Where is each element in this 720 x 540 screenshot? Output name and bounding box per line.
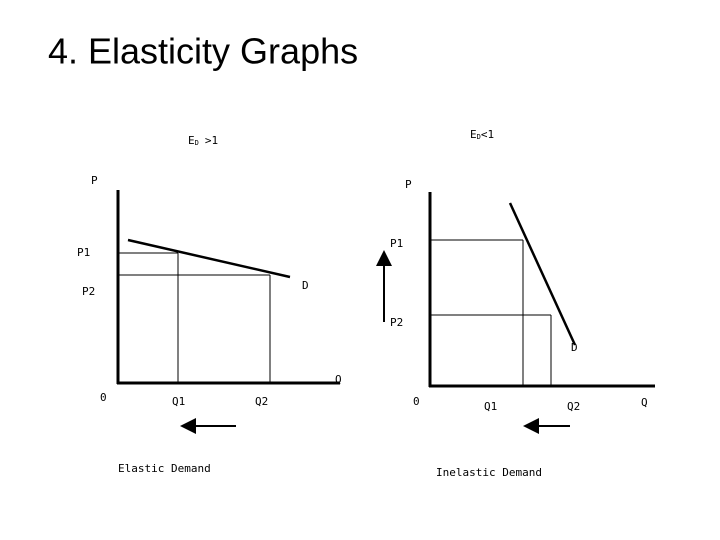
label: Q2 xyxy=(255,395,268,408)
label: P xyxy=(405,178,412,191)
label: P1 xyxy=(390,237,403,250)
caption: Inelastic Demand xyxy=(436,466,542,479)
label: D xyxy=(302,279,309,292)
label: Q xyxy=(641,396,648,409)
label: P2 xyxy=(390,316,403,329)
label: Q2 xyxy=(567,400,580,413)
heading: ED<1 xyxy=(470,128,494,141)
label: P2 xyxy=(82,285,95,298)
demand-curve xyxy=(508,202,577,346)
heading: ED >1 xyxy=(188,134,218,147)
label: 0 xyxy=(100,391,107,404)
label: P xyxy=(91,174,98,187)
label: Q xyxy=(335,373,342,386)
demand-curve xyxy=(127,238,291,279)
slide-title: 4. Elasticity Graphs xyxy=(48,31,358,72)
caption: Elastic Demand xyxy=(118,462,211,475)
inelastic-graph: ED<1 P P1 P2 D 0 Q1 Q2 Q Inelastic Deman… xyxy=(376,128,655,479)
elastic-graph: ED >1 P P1 P2 D Q 0 Q1 Q2 Elastic Demand xyxy=(77,134,342,475)
label: Q1 xyxy=(172,395,185,408)
label: Q1 xyxy=(484,400,497,413)
label: D xyxy=(571,341,578,354)
label: P1 xyxy=(77,246,90,259)
label: 0 xyxy=(413,395,420,408)
